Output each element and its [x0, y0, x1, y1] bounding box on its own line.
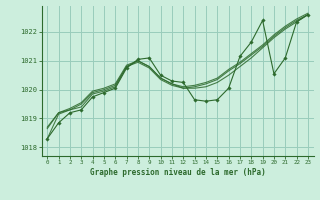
- X-axis label: Graphe pression niveau de la mer (hPa): Graphe pression niveau de la mer (hPa): [90, 168, 266, 177]
